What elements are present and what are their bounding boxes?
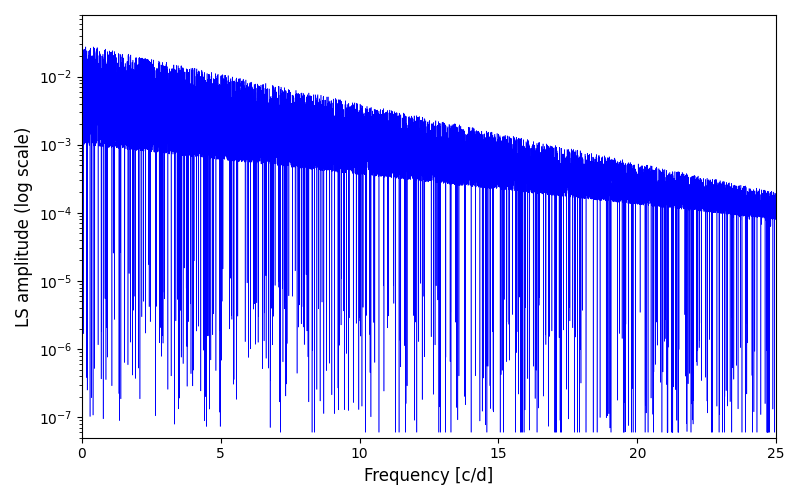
X-axis label: Frequency [c/d]: Frequency [c/d] bbox=[364, 467, 494, 485]
Y-axis label: LS amplitude (log scale): LS amplitude (log scale) bbox=[15, 126, 33, 326]
